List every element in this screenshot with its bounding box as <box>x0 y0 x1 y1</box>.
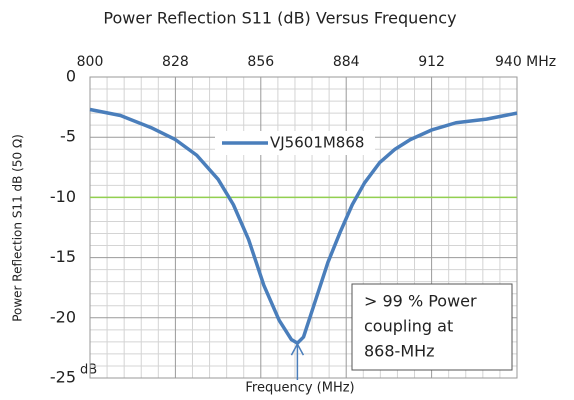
y-unit: dB <box>80 363 97 378</box>
y-tick-label: 0 <box>66 67 76 86</box>
annotation-box <box>351 283 513 371</box>
plot-border <box>89 76 518 379</box>
legend-label: VJ5601M868 <box>270 134 364 152</box>
x-tick-label: 856 <box>247 54 274 70</box>
annotation-text: 868-MHz <box>364 342 435 361</box>
data-line <box>89 107 518 345</box>
y-tick-label: -25 <box>50 368 76 387</box>
annotation-text: > 99 % Power <box>364 292 477 311</box>
x-tick-label: 912 <box>418 54 445 70</box>
y-tick-label: -5 <box>60 127 76 146</box>
x-tick-label: 940 MHz <box>495 54 556 70</box>
arrow-head <box>290 342 305 356</box>
x-tick-label: 884 <box>333 54 360 70</box>
y-tick-label: -10 <box>50 187 76 206</box>
y-tick-label: -15 <box>50 247 76 266</box>
x-tick-label: 828 <box>162 54 189 70</box>
chart-title: Power Reflection S11 (dB) Versus Frequen… <box>103 9 456 28</box>
x-tick-label: 800 <box>77 54 104 70</box>
y-axis-label: Power Reflection S11 dB (50 Ω) <box>11 134 25 322</box>
annotation-text: coupling at <box>364 317 453 336</box>
y-tick-label: -20 <box>50 307 76 326</box>
x-axis-label: Frequency (MHz) <box>245 381 354 396</box>
